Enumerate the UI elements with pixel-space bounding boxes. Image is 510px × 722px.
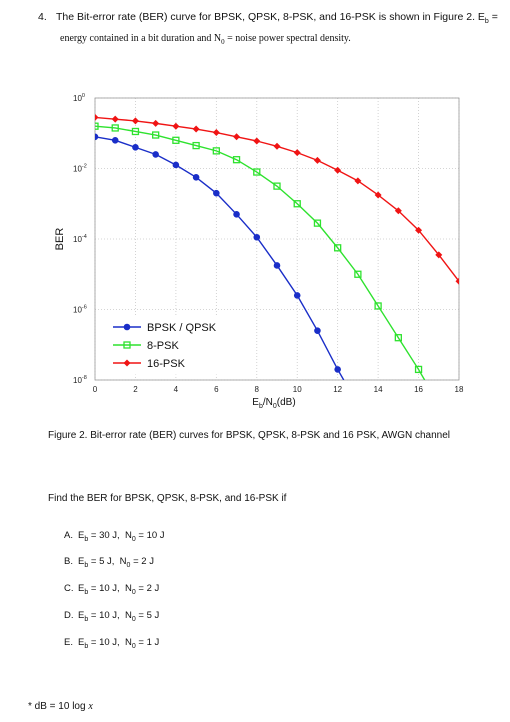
option-item: B. Eb = 5 J, N0 = 2 J xyxy=(64,556,154,569)
data-point xyxy=(111,124,119,132)
data-point xyxy=(334,244,342,252)
series-8-psk xyxy=(95,122,426,380)
footnote: * dB = 10 log x xyxy=(28,701,93,712)
x-tick-label: 12 xyxy=(333,385,342,394)
x-tick-label: 16 xyxy=(414,385,423,394)
option-item: C. Eb = 10 J, N0 = 2 J xyxy=(64,583,160,596)
data-point xyxy=(213,189,220,197)
x-tick-label: 4 xyxy=(174,385,179,394)
plot-frame xyxy=(94,97,460,381)
ber-chart: 0 2 4 6 8 10 12 14 16 18 100 10-2 10-4 10-6 10-8 Eb/N0(… xyxy=(54,93,464,410)
y-tick-label: 10-6 xyxy=(73,305,87,315)
data-point xyxy=(293,149,301,157)
data-point xyxy=(293,200,301,208)
data-point xyxy=(293,292,301,299)
data-point xyxy=(152,131,160,139)
data-point xyxy=(313,219,322,227)
x-tick-label: 18 xyxy=(455,385,464,394)
data-point xyxy=(123,341,131,349)
y-tick-label: 10-4 xyxy=(73,234,87,244)
data-point xyxy=(253,233,261,241)
question-subline: energy contained in a bit duration and N… xyxy=(60,33,351,46)
data-point xyxy=(313,156,321,164)
x-tick-label: 0 xyxy=(93,385,98,394)
y-tick-label: 100 xyxy=(73,93,85,103)
series-line xyxy=(95,116,459,282)
data-point xyxy=(212,129,220,137)
data-point xyxy=(212,147,220,155)
x-tick-label: 2 xyxy=(133,385,138,394)
data-point xyxy=(172,136,180,144)
data-point xyxy=(354,270,362,278)
data-point xyxy=(111,137,119,144)
legend-label: 8-PSK xyxy=(147,340,179,352)
data-point xyxy=(95,133,99,141)
series-line xyxy=(95,136,345,380)
data-point xyxy=(95,122,99,130)
question-text: 4. The Bit-error rate (BER) curve for BPS… xyxy=(38,11,498,26)
data-point xyxy=(273,142,281,150)
question-number: 4. xyxy=(38,11,47,23)
data-point xyxy=(253,168,261,176)
question-body: The Bit-error rate (BER) curve for BPSK,… xyxy=(56,11,485,23)
data-point xyxy=(334,166,342,174)
data-point xyxy=(354,177,362,185)
figure-caption: Figure 2. Bit-error rate (BER) curves fo… xyxy=(48,430,451,441)
legend-label: BPSK / QPSK xyxy=(147,322,217,334)
find-prompt: Find the BER for BPSK, QPSK, 8-PSK, and … xyxy=(48,493,287,504)
data-point xyxy=(131,127,140,136)
data-point xyxy=(111,115,119,123)
data-point xyxy=(132,144,139,151)
data-point xyxy=(192,174,200,181)
data-point xyxy=(123,323,131,331)
data-point xyxy=(192,141,200,150)
data-point xyxy=(192,125,200,133)
data-point xyxy=(414,365,423,374)
legend-label: 16-PSK xyxy=(147,358,186,370)
option-item: D. Eb = 10 J, N0 = 5 J xyxy=(64,610,160,623)
data-point xyxy=(374,191,382,199)
x-tick-label: 10 xyxy=(293,385,302,394)
option-item: A. Eb = 30 J, N0 = 10 J xyxy=(64,530,165,543)
data-point xyxy=(314,327,321,334)
data-point xyxy=(233,211,240,218)
data-point xyxy=(233,133,241,141)
question-tail: = xyxy=(488,11,498,23)
data-point xyxy=(415,226,423,234)
data-point xyxy=(253,137,261,145)
data-point xyxy=(455,277,459,285)
y-tick-label: 10-2 xyxy=(73,164,87,174)
series-bpsk-qpsk xyxy=(95,133,345,380)
data-point xyxy=(394,207,402,215)
legend: BPSK / QPSK 8-PSK 16-PSK xyxy=(104,315,241,375)
y-tick-label: 10-8 xyxy=(73,375,87,385)
x-tick-label: 6 xyxy=(214,385,219,394)
data-point xyxy=(152,151,159,158)
data-point xyxy=(334,366,341,373)
data-point xyxy=(152,119,160,127)
data-point xyxy=(123,359,131,367)
x-tick-label: 14 xyxy=(374,385,383,394)
data-point xyxy=(172,122,180,130)
x-axis-label: Eb/N0(dB) xyxy=(252,397,295,410)
data-point xyxy=(394,334,402,342)
data-point xyxy=(232,156,241,164)
data-point xyxy=(131,117,139,125)
y-axis-label: BER xyxy=(54,228,66,251)
option-item: E. Eb = 10 J, N0 = 1 J xyxy=(64,637,160,650)
data-point xyxy=(435,251,443,259)
data-point xyxy=(273,262,281,269)
data-point xyxy=(374,302,382,310)
data-point xyxy=(273,182,281,190)
data-point xyxy=(172,161,180,169)
data-point xyxy=(95,113,99,121)
x-tick-label: 8 xyxy=(255,385,260,394)
series-16-psk xyxy=(95,113,459,285)
